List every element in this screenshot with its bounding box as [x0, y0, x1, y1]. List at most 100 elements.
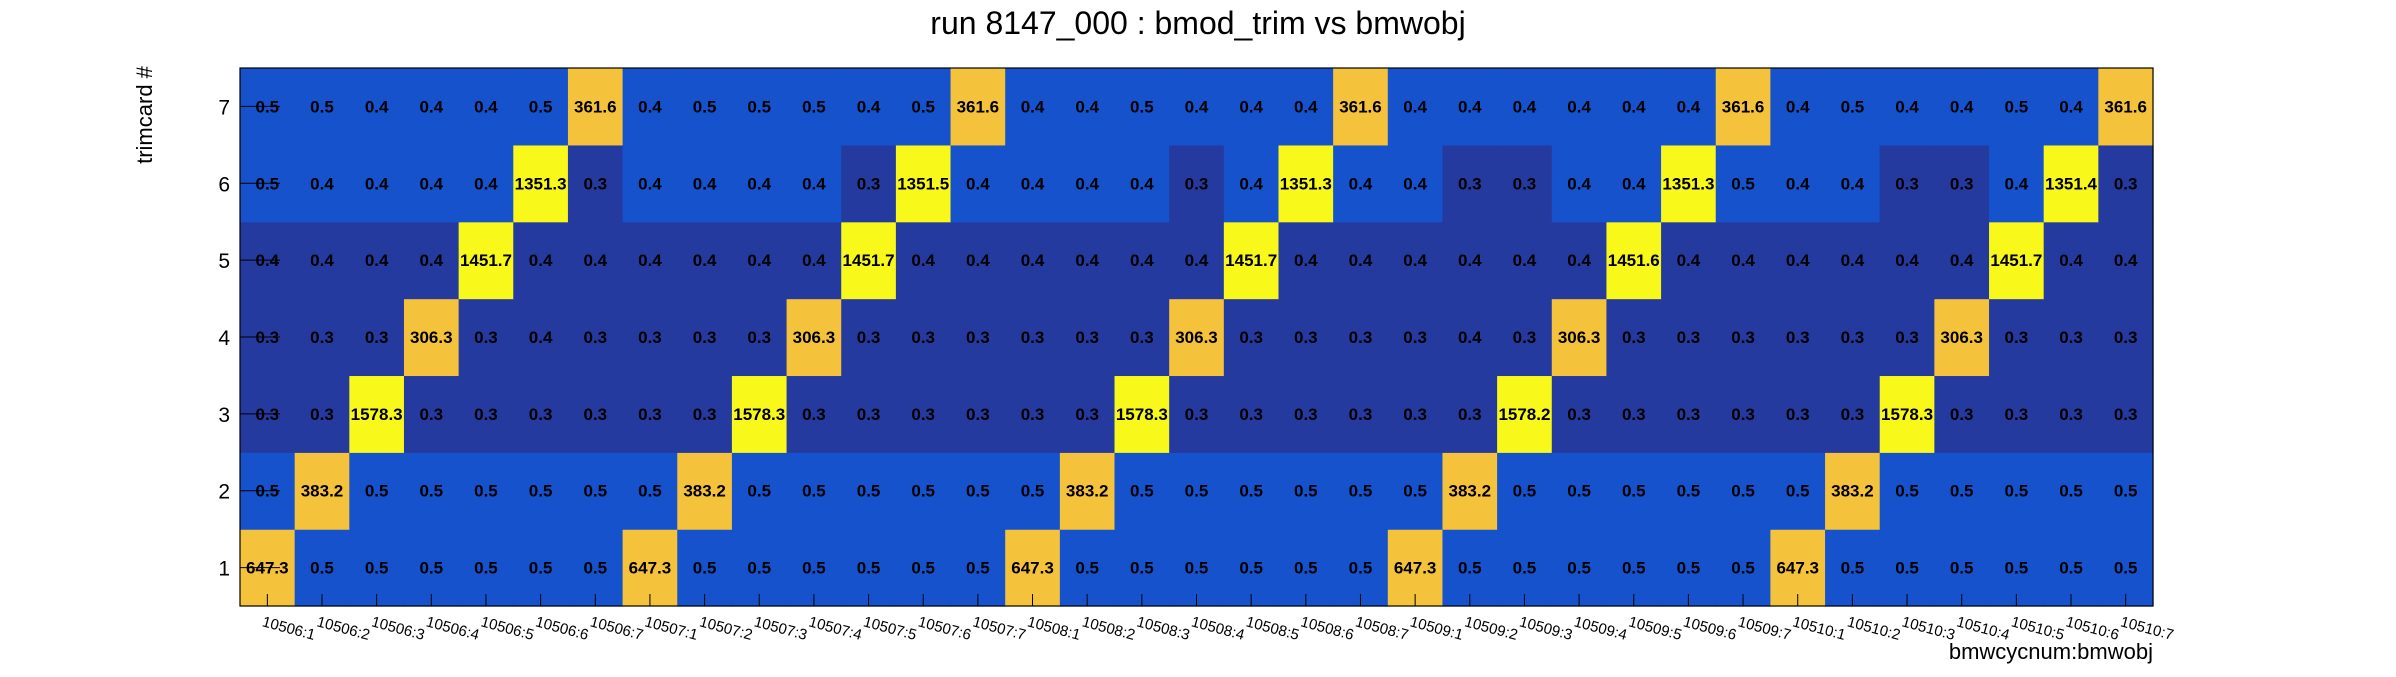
y-tick-label: 5 — [218, 250, 230, 273]
heatmap-cell — [1278, 529, 1334, 607]
heatmap-cell — [1333, 452, 1389, 530]
cell-value-label: 306.3 — [1558, 328, 1601, 347]
cell-value-label: 0.3 — [474, 405, 498, 424]
cell-value-label: 0.4 — [1841, 251, 1865, 270]
heatmap-cell — [403, 144, 460, 223]
x-tick-label: 10510:1 — [1791, 613, 1848, 643]
cell-value-label: 0.4 — [1021, 174, 1045, 193]
cell-value-label: 0.4 — [1622, 174, 1646, 193]
heatmap-cell — [1114, 452, 1170, 530]
heatmap-cell — [1879, 375, 1935, 453]
heatmap-cell — [1387, 452, 1444, 530]
heatmap-cell — [2043, 529, 2099, 607]
heatmap-cell — [950, 298, 1006, 377]
heatmap-cell — [731, 298, 788, 377]
cell-value-label: 1351.3 — [515, 174, 567, 193]
cell-value-label: 0.4 — [1677, 97, 1701, 116]
heatmap-cell — [1715, 529, 1771, 607]
heatmap-cell — [677, 221, 733, 300]
heatmap-cell — [2043, 298, 2099, 377]
cell-value-label: 1451.7 — [843, 251, 895, 270]
heatmap-cell — [841, 298, 897, 377]
x-tick-label: 10508:4 — [1189, 613, 1246, 643]
heatmap-cell — [1497, 68, 1553, 146]
heatmap-cell — [786, 221, 842, 300]
heatmap-cell — [403, 529, 460, 607]
heatmap-cell — [1278, 221, 1334, 300]
heatmap-cell — [1114, 298, 1170, 377]
cell-value-label: 383.2 — [1831, 482, 1874, 501]
heatmap-cell — [950, 375, 1006, 453]
cell-value-label: 0.4 — [1075, 251, 1099, 270]
heatmap-cell — [2098, 452, 2154, 530]
cell-value-label: 0.3 — [1021, 328, 1045, 347]
x-tick-label: 10507:5 — [862, 613, 919, 643]
x-tick-label: 10506:2 — [315, 613, 372, 643]
heatmap-cell — [1551, 144, 1608, 223]
heatmap-cells — [240, 68, 2154, 607]
x-tick-label: 10509:3 — [1517, 613, 1574, 643]
cell-value-label: 0.5 — [802, 559, 826, 578]
heatmap-cell — [1387, 529, 1444, 607]
cell-value-label: 0.4 — [1786, 251, 1810, 270]
cell-value-label: 0.3 — [1677, 405, 1701, 424]
heatmap-cell — [1442, 452, 1498, 530]
heatmap-cell — [1005, 144, 1061, 223]
cell-value-label: 0.5 — [1294, 559, 1318, 578]
heatmap-cell — [1059, 68, 1116, 146]
heatmap-cell — [1114, 221, 1170, 300]
heatmap-cell — [1715, 221, 1771, 300]
cell-value-label: 0.3 — [857, 405, 881, 424]
heatmap-cell — [2098, 221, 2154, 300]
cell-value-label: 0.4 — [693, 251, 717, 270]
cell-value-label: 0.4 — [911, 251, 935, 270]
heatmap-cell — [513, 68, 569, 146]
cell-value-label: 0.3 — [2114, 405, 2138, 424]
cell-value-label: 0.5 — [693, 559, 717, 578]
heatmap-cell — [1278, 375, 1334, 453]
x-tick-label: 10507:3 — [752, 613, 809, 643]
cell-value-label: 0.5 — [1731, 559, 1755, 578]
cell-value-label: 0.5 — [1895, 482, 1919, 501]
cell-value-label: 0.4 — [474, 174, 498, 193]
x-tick-label: 10509:4 — [1572, 613, 1629, 643]
cell-value-label: 0.3 — [1895, 328, 1919, 347]
cell-value-label: 0.4 — [1458, 251, 1482, 270]
cell-value-label: 0.5 — [529, 482, 553, 501]
heatmap-cell — [1333, 68, 1389, 146]
heatmap-cell — [1497, 298, 1553, 377]
cell-value-label: 0.3 — [638, 328, 662, 347]
heatmap-cell — [1715, 375, 1771, 453]
cell-value-label: 0.4 — [638, 251, 662, 270]
x-tick-label: 10510:3 — [1900, 613, 1957, 643]
y-axis-ticks: 1 2 3 4 5 6 7 — [218, 96, 280, 581]
heatmap-cell — [1059, 529, 1116, 607]
cell-value-label: 0.3 — [693, 405, 717, 424]
cell-value-label: 0.5 — [1841, 97, 1865, 116]
cell-value-label: 0.3 — [1950, 174, 1974, 193]
heatmap-cell — [1005, 298, 1061, 377]
cell-value-label: 0.4 — [2059, 97, 2083, 116]
cell-value-label: 0.5 — [1349, 482, 1373, 501]
heatmap-cell — [1825, 144, 1881, 223]
cell-value-label: 1578.2 — [1498, 405, 1550, 424]
x-tick-label: 10507:2 — [698, 613, 755, 643]
y-axis-title: trimcard # — [132, 65, 157, 164]
heatmap-cell — [1606, 529, 1662, 607]
cell-value-label: 0.3 — [1075, 405, 1099, 424]
heatmap-cell — [513, 452, 569, 530]
cell-value-label: 0.3 — [2005, 328, 2029, 347]
heatmap-cell — [950, 144, 1006, 223]
cell-value-label: 0.4 — [1677, 251, 1701, 270]
heatmap-cell — [1661, 221, 1717, 300]
heatmap-cell — [1770, 452, 1826, 530]
cell-labels: 647.3 0.5 0.5 0.5 0.5 0.5 0.5 647.3 0.5 0.5 0.5 0.5… — [246, 97, 2147, 577]
heatmap-cell — [622, 375, 678, 453]
heatmap-cell — [895, 298, 952, 377]
heatmap-cell — [677, 375, 733, 453]
cell-value-label: 647.3 — [1776, 559, 1819, 578]
heatmap-cell — [1223, 375, 1280, 453]
cell-value-label: 0.5 — [2059, 559, 2083, 578]
x-tick-label: 10506:1 — [260, 613, 317, 643]
